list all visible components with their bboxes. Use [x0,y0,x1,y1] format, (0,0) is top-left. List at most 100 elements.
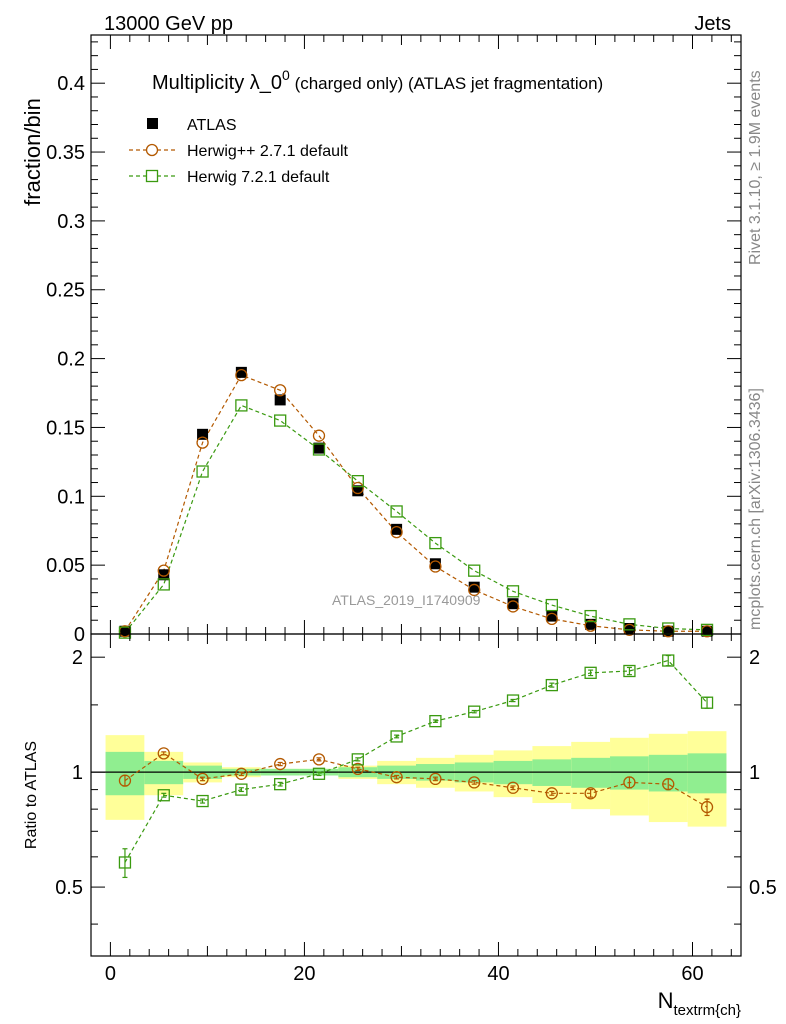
data-point-herwigpp [351,481,364,495]
data-point-herwig7 [118,626,132,639]
rivet-label: Rivet 3.1.10, ≥ 1.9M events [747,70,764,265]
data-point-herwigpp [274,384,287,397]
data-point-herwigpp [196,436,209,449]
ratio-point-herwigpp [700,800,714,814]
x-tick-label: 20 [293,963,315,985]
data-point-atlas [158,569,170,581]
ratio-point-herwig7 [118,856,132,869]
upper-panel: 0 0.05 0.1 0.15 0.2 0.25 0.3 0.35 0.4 fraction/b… [20,34,742,646]
data-point-herwig7 [351,475,364,488]
data-point-herwigpp [390,525,403,539]
data-point-atlas [468,581,480,593]
series-line-herwigpp [124,374,708,632]
upper-y-tick-label: 0.15 [46,417,85,439]
upper-y-tick-label: 0.05 [46,555,85,577]
upper-y-tick-label: 0.25 [46,280,85,302]
ratio-point-herwig7 [700,696,714,709]
upper-marks [118,366,714,639]
data-point-herwig7 [429,536,442,550]
lower-y-tick-label-right: 0.5 [749,877,777,899]
data-point-herwig7 [157,578,170,591]
data-point-herwig7 [584,609,597,623]
upper-x-ticks [109,35,732,634]
data-point-herwigpp [545,612,558,626]
data-point-herwig7 [700,623,714,637]
ratio-point-herwig7 [468,705,481,718]
x-axis-label-sub: textrm{ch} [673,1002,741,1019]
data-point-herwigpp [468,583,481,597]
data-point-herwig7 [274,414,287,427]
data-point-atlas [429,558,441,570]
data-point-atlas [701,625,713,637]
ratio-point-herwig7 [545,678,558,692]
legend-herwigpp-label: Herwig++ 2.7.1 default [187,143,349,160]
legend: ATLAS Herwig++ 2.7.1 default Herwig 7.2.… [129,117,349,186]
data-point-atlas [662,625,674,637]
data-point-atlas [119,625,131,637]
ratio-point-herwigpp [118,774,132,787]
lower-y-tick-label-left: 0.5 [55,877,83,899]
inner-uncertainty-band [571,757,611,788]
ratio-point-herwig7 [235,783,248,796]
data-point-atlas [197,428,209,440]
data-point-herwig7 [468,564,481,577]
ratio-point-herwig7 [274,778,287,791]
data-point-atlas [585,618,597,630]
data-point-atlas [352,485,364,497]
data-point-atlas [391,523,403,535]
ratio-point-herwigpp [468,776,481,789]
x-axis-label: Ntextrm{ch} [658,988,741,1019]
ratio-point-herwigpp [429,772,442,786]
lower-y-tick-label-left: 2 [72,647,83,669]
legend-atlas-label: ATLAS [187,117,237,134]
plot-title-main: Multiplicity λ_0 [152,72,282,94]
series-line-herwig7 [124,404,708,633]
legend-herwig7-label: Herwig 7.2.1 default [187,169,330,186]
ratio-point-herwigpp [312,753,326,766]
lower-x-ticks: 0 20 40 60 [105,634,732,985]
ratio-line-herwig7 [124,659,708,863]
ratio-point-herwigpp [506,781,520,794]
upper-y-tick-label: 0 [74,624,85,646]
x-tick-label: 40 [487,963,509,985]
data-point-herwig7 [235,399,248,412]
ratio-point-herwigpp [196,772,209,786]
lower-y-tick-label-left: 1 [72,762,83,784]
upper-y-tick-label: 0.35 [46,142,85,164]
lower-frame [90,633,742,957]
ratio-point-herwigpp [545,787,558,800]
lower-y-tick-label-right: 1 [749,762,760,784]
data-point-herwig7 [196,465,209,478]
data-point-atlas [546,610,558,622]
data-point-herwig7 [545,598,558,612]
legend-herwig7-marker [145,169,159,183]
data-point-atlas [623,622,635,634]
plot-title: Multiplicity λ_00 (charged only) (ATLAS … [152,67,603,94]
data-point-herwigpp [235,368,248,382]
ratio-point-herwigpp [157,747,170,760]
data-point-atlas [235,366,247,378]
upper-y-ticks: 0 0.05 0.1 0.15 0.2 0.25 0.3 0.35 0.4 [46,41,741,646]
data-point-atlas [507,598,519,610]
mcplots-label: mcplots.cern.ch [arXiv:1306.3436] [747,388,764,630]
ratio-point-herwig7 [623,664,636,678]
inner-uncertainty-band [687,753,727,794]
upper-y-tick-label: 0.1 [57,486,85,508]
ratio-point-herwigpp [390,771,403,784]
header-right: Jets [694,13,731,35]
plot-title-rest: (charged only) (ATLAS jet fragmentation) [290,74,603,93]
ratio-line-herwigpp [124,752,708,808]
data-point-atlas [274,394,286,406]
header-left: 13000 GeV pp [104,13,233,35]
ratio-point-herwig7 [351,753,364,766]
lower-y-ticks: 0.5 0.5 1 1 2 2 [55,647,777,925]
upper-y-tick-label: 0.3 [57,211,85,233]
data-point-herwigpp [429,560,442,573]
data-point-herwig7 [623,618,636,631]
ratio-point-herwig7 [506,694,520,707]
lower-marks [118,654,714,879]
upper-ylabel: fraction/bin [20,98,45,206]
ratio-point-herwig7 [584,666,597,679]
ratio-point-herwig7 [312,767,326,780]
